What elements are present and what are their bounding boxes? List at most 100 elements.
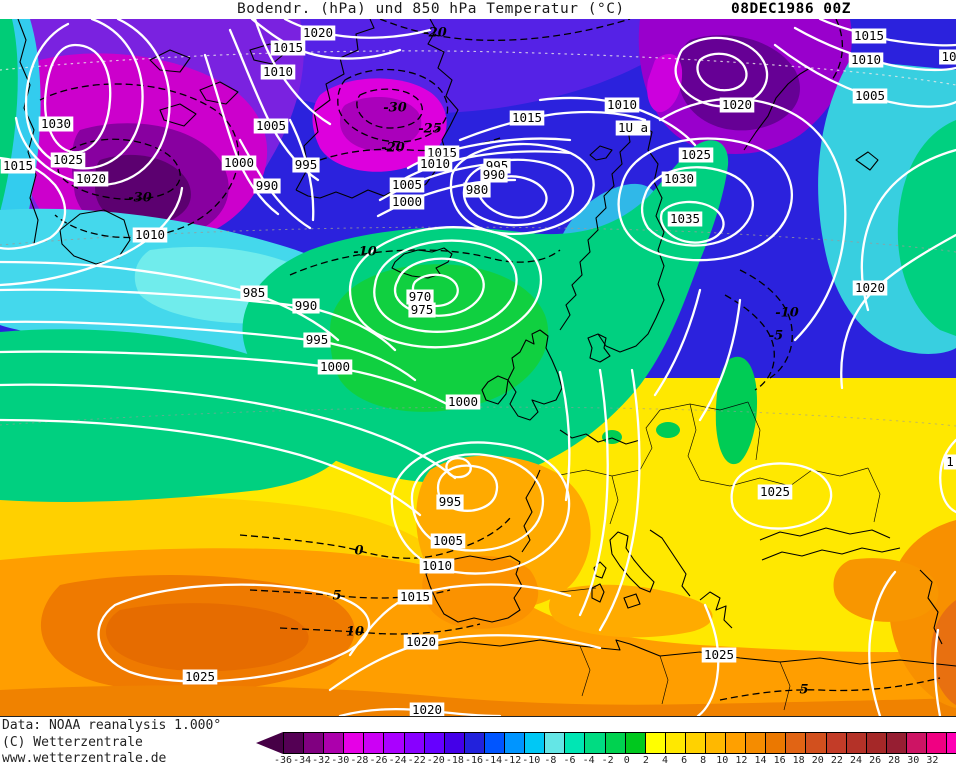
colorbar-cell	[324, 732, 345, 754]
colorbar-tick-label: -32	[312, 755, 331, 766]
colorbar-tick-label: 18	[792, 755, 805, 766]
colorbar-cell	[906, 732, 927, 754]
colorbar-tick-label: 10	[716, 755, 729, 766]
pressure-label: 1015	[270, 40, 306, 56]
svg-text:1015: 1015	[427, 145, 457, 160]
pressure-label: 1020	[73, 171, 109, 187]
pressure-label: 995	[303, 332, 331, 348]
pressure-label: 1010	[260, 64, 296, 80]
colorbar-cell	[525, 732, 546, 754]
pressure-label: 985	[240, 285, 268, 301]
colorbar-cell	[364, 732, 385, 754]
svg-text:1015: 1015	[273, 40, 303, 55]
copyright-text: (C) Wetterzentrale	[2, 734, 143, 750]
svg-text:1015: 1015	[512, 110, 542, 125]
temp-label-layer: -30 -20 -30 -25 -20 -10 -10 -5 0 5 10 5	[128, 26, 808, 698]
svg-text:1025: 1025	[53, 152, 83, 167]
colorbar-tick-label: -22	[407, 755, 426, 766]
svg-text:1030: 1030	[664, 171, 694, 186]
pressure-label: 1025	[678, 147, 714, 163]
svg-text:1020: 1020	[406, 634, 436, 649]
coastline-layer	[17, 18, 956, 667]
pressure-label: 990	[253, 178, 281, 194]
svg-text:1020: 1020	[412, 702, 442, 716]
colorbar-cell	[464, 732, 485, 754]
svg-text:1010: 1010	[607, 97, 637, 112]
pressure-label: 1000	[389, 194, 425, 210]
colorbar-tick-label: -2	[601, 755, 614, 766]
chart-datetime: 08DEC1986 00Z	[731, 1, 851, 17]
pressure-label: 1005	[852, 88, 888, 104]
colorbar-cell	[304, 732, 325, 754]
colorbar-tick-label: 4	[661, 755, 669, 766]
svg-text:1025: 1025	[704, 647, 734, 662]
svg-text:1U a: 1U a	[618, 120, 648, 135]
temp-contour-label: 5	[332, 589, 341, 604]
colorbar-tick-label: 22	[830, 755, 843, 766]
svg-text:1010: 1010	[420, 156, 450, 171]
pressure-label: 1010	[419, 558, 455, 574]
title-bar: Bodendr. (hPa) und 850 hPa Temperatur (°…	[0, 0, 956, 19]
svg-text:1000: 1000	[224, 155, 254, 170]
colorbar-tick-label: -28	[350, 755, 369, 766]
svg-text:1010: 1010	[135, 227, 165, 242]
temp-contour-label: -5	[769, 329, 783, 344]
svg-text:995: 995	[439, 494, 462, 509]
temp-contour-layer	[39, 18, 941, 701]
colorbar-cell	[826, 732, 847, 754]
svg-text:1015: 1015	[400, 589, 430, 604]
svg-text:990: 990	[483, 167, 506, 182]
pressure-label: 1020	[403, 634, 439, 650]
pressure-label: 1010	[848, 52, 884, 68]
svg-text:970: 970	[409, 289, 432, 304]
svg-text:990: 990	[256, 178, 279, 193]
pressure-label: 1030	[38, 116, 74, 132]
colorbar-cell	[585, 732, 606, 754]
colorbar-tick-label: -20	[426, 755, 445, 766]
temp-contour-label: 0	[354, 544, 363, 559]
colorbar-tick-label: 16	[773, 755, 786, 766]
colorbar-cell	[565, 732, 586, 754]
colorbar-cell	[545, 732, 566, 754]
chart-title: Bodendr. (hPa) und 850 hPa Temperatur (°…	[237, 1, 625, 17]
colorbar-cell	[886, 732, 907, 754]
colorbar-cells	[256, 732, 956, 754]
colorbar-tick-label: -30	[331, 755, 350, 766]
colorbar-cell	[605, 732, 626, 754]
pressure-label: 1015	[0, 158, 36, 174]
pressure-label: 1	[943, 454, 956, 470]
svg-text:1020: 1020	[76, 171, 106, 186]
temp-contour-label: -20	[423, 26, 447, 41]
svg-text:1000: 1000	[320, 359, 350, 374]
colorbar-cell	[424, 732, 445, 754]
colorbar-cell	[846, 732, 867, 754]
svg-text:1030: 1030	[41, 116, 71, 131]
pressure-label: 1000	[221, 155, 257, 171]
svg-text:1025: 1025	[681, 147, 711, 162]
colorbar-tick-label: 12	[735, 755, 748, 766]
colorbar-tick-label: 2	[642, 755, 649, 766]
website-text: www.wetterzentrale.de	[2, 751, 167, 766]
colorbar-tick-label: -36	[273, 755, 293, 766]
colorbar-cell	[786, 732, 807, 754]
colorbar-cell	[283, 732, 305, 754]
colorbar-cell	[444, 732, 465, 754]
pressure-label: 990	[480, 167, 508, 183]
svg-text:1: 1	[946, 454, 954, 469]
svg-text:1025: 1025	[760, 484, 790, 499]
pressure-label: 1015	[509, 110, 545, 126]
pressure-label: 1025	[50, 152, 86, 168]
temp-contour-label: 10	[346, 625, 364, 640]
colorbar-cell	[685, 732, 706, 754]
colorbar-tick-label: 32	[926, 755, 939, 766]
pressure-label: 1020	[300, 25, 336, 41]
temperature-fill-layer	[0, 19, 956, 716]
pressure-label: 980	[463, 182, 491, 198]
svg-text:1005: 1005	[433, 533, 463, 548]
svg-text:1035: 1035	[670, 211, 700, 226]
pressure-label: 1015	[397, 589, 433, 605]
pressure-label: 1005	[253, 118, 289, 134]
pressure-label: 1010	[132, 227, 168, 243]
